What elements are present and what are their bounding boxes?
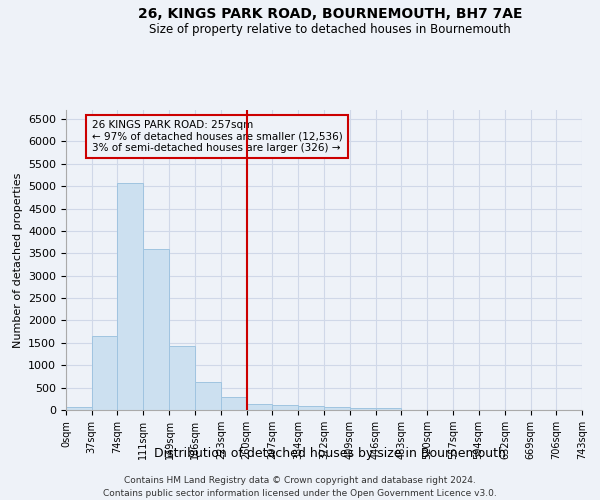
- Bar: [272, 405, 298, 410]
- Bar: [143, 249, 169, 410]
- Text: 26, KINGS PARK ROAD, BOURNEMOUTH, BH7 7AE: 26, KINGS PARK ROAD, BOURNEMOUTH, BH7 7A…: [138, 8, 522, 22]
- Bar: [169, 346, 195, 410]
- Y-axis label: Number of detached properties: Number of detached properties: [13, 172, 23, 348]
- Bar: [221, 397, 247, 410]
- Bar: [195, 382, 221, 410]
- Bar: [247, 404, 272, 410]
- Text: 26 KINGS PARK ROAD: 257sqm
← 97% of detached houses are smaller (12,536)
3% of s: 26 KINGS PARK ROAD: 257sqm ← 97% of deta…: [92, 120, 343, 153]
- Bar: [66, 407, 92, 410]
- Bar: [350, 408, 376, 410]
- Text: Contains HM Land Registry data © Crown copyright and database right 2024.: Contains HM Land Registry data © Crown c…: [124, 476, 476, 485]
- Bar: [376, 408, 401, 410]
- Bar: [325, 408, 350, 410]
- Bar: [298, 406, 323, 410]
- Text: Size of property relative to detached houses in Bournemouth: Size of property relative to detached ho…: [149, 22, 511, 36]
- Bar: [92, 336, 118, 410]
- Text: Contains public sector information licensed under the Open Government Licence v3: Contains public sector information licen…: [103, 489, 497, 498]
- Bar: [118, 184, 143, 410]
- Text: Distribution of detached houses by size in Bournemouth: Distribution of detached houses by size …: [154, 448, 506, 460]
